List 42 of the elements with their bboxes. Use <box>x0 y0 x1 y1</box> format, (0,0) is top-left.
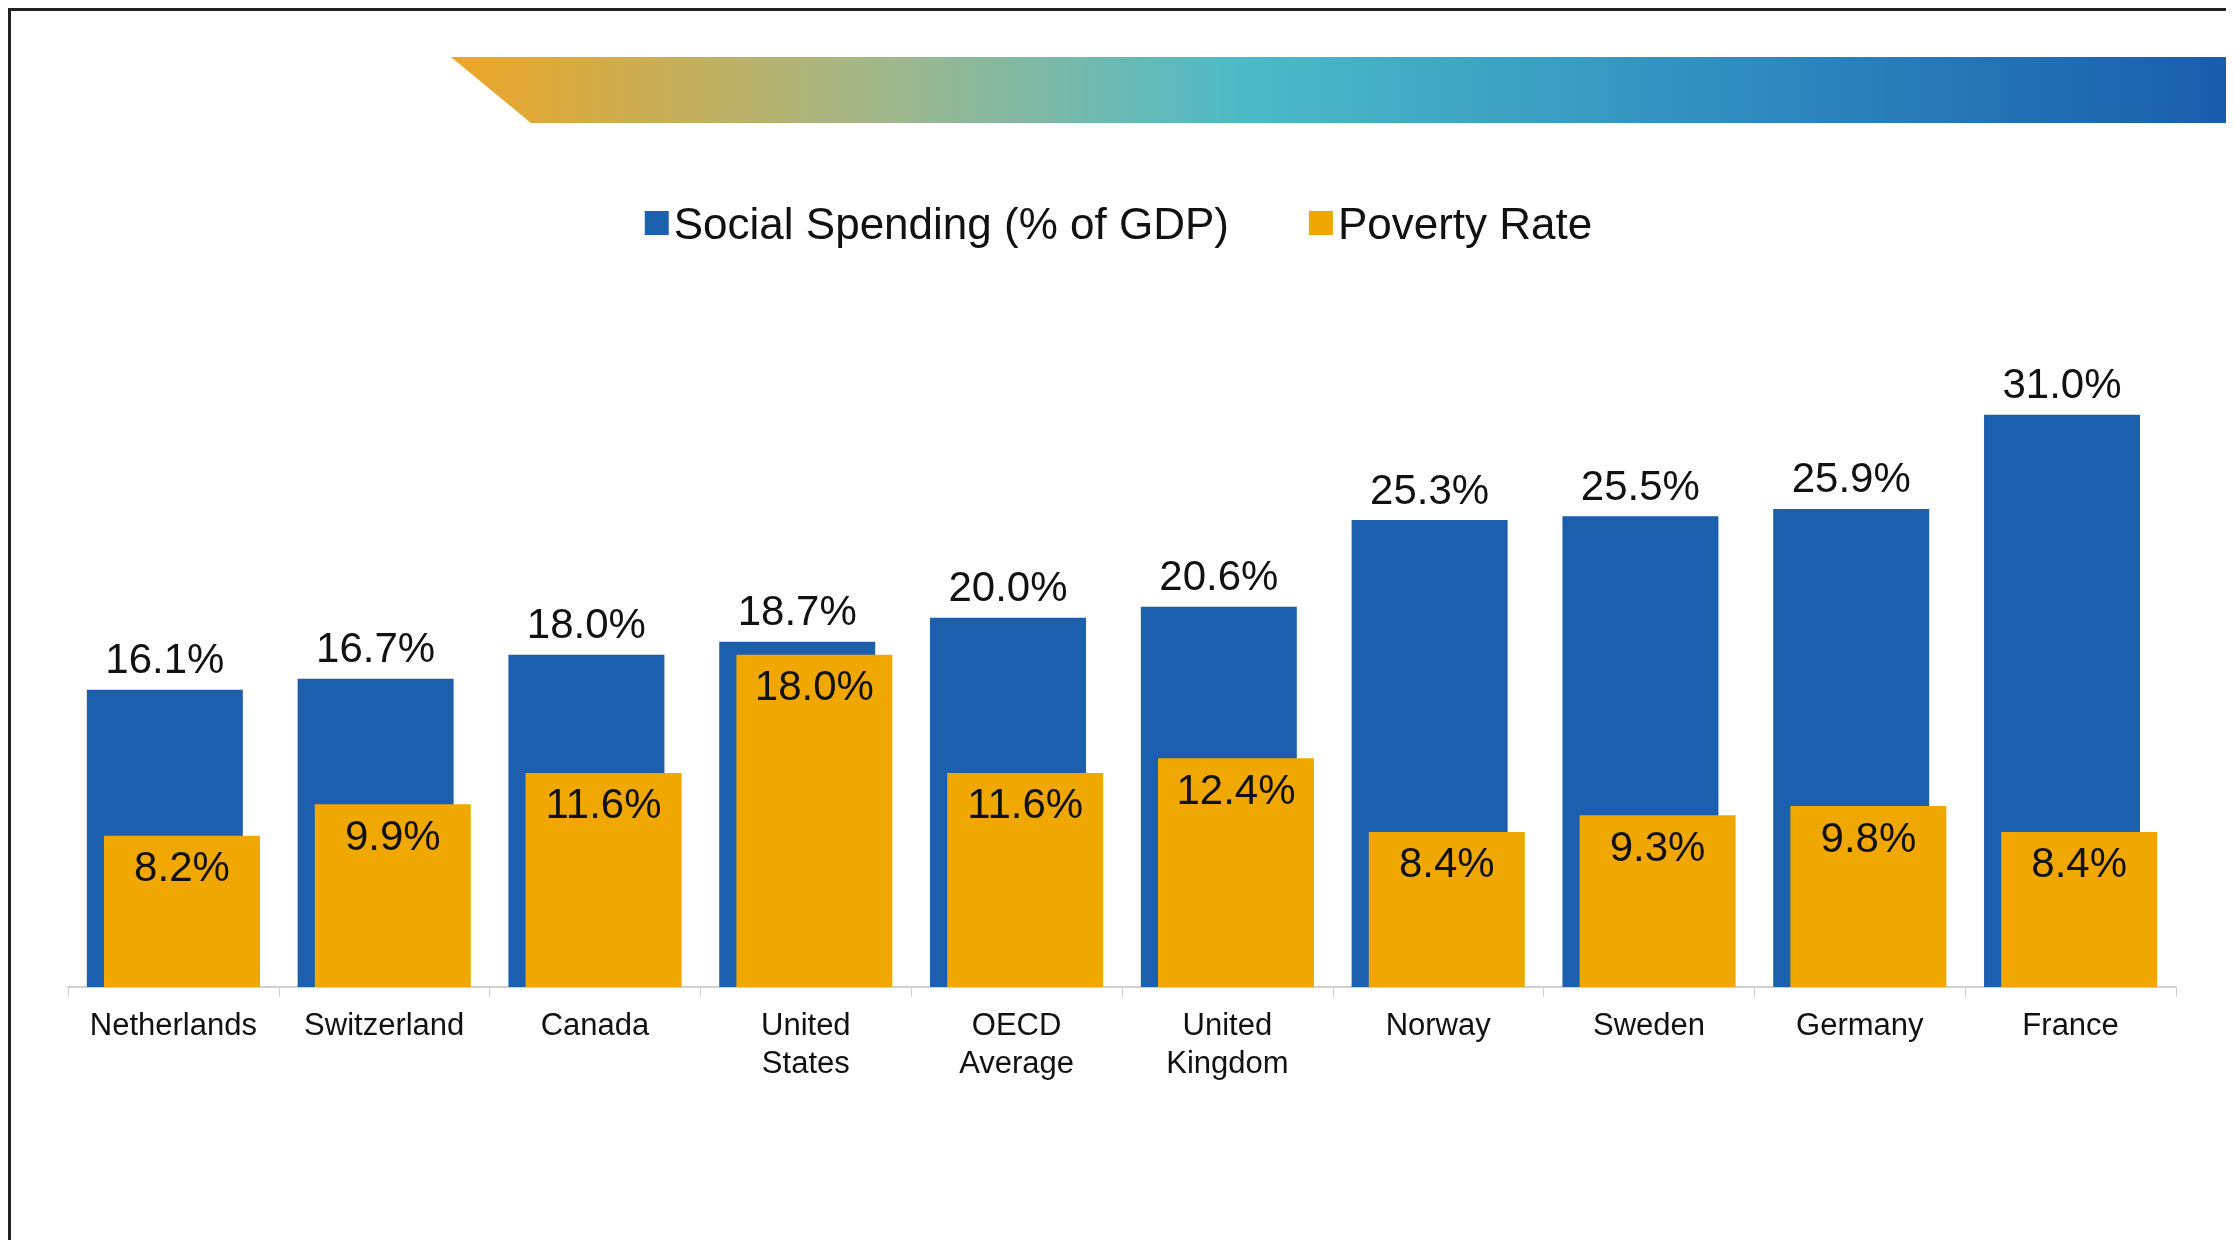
legend-label: Social Spending (% of GDP) <box>673 198 1229 248</box>
data-label: 11.6% <box>967 780 1084 828</box>
bar <box>1368 831 1525 987</box>
data-label: 20.6% <box>1159 552 1279 600</box>
bar <box>103 835 260 987</box>
data-label: 16.1% <box>105 635 225 683</box>
x-tick-label: United Kingdom <box>1166 1006 1289 1080</box>
data-label: 8.4% <box>1398 839 1495 887</box>
x-tick-label: United States <box>761 1006 851 1080</box>
data-label: 9.8% <box>1820 813 1917 861</box>
bar <box>736 654 893 987</box>
bar <box>947 772 1104 987</box>
data-label: 16.7% <box>316 624 436 672</box>
data-label: 25.9% <box>1791 454 1911 502</box>
x-tick-label: OECD Average <box>959 1006 1075 1080</box>
x-tick-label: France <box>2022 1006 2119 1042</box>
data-label: 8.4% <box>2031 839 2128 887</box>
data-label: 9.3% <box>1609 822 1706 870</box>
data-label: 20.0% <box>948 563 1068 611</box>
bar <box>1790 806 1947 987</box>
bar <box>1157 758 1314 987</box>
legend-label: Poverty Rate <box>1337 198 1593 248</box>
x-tick-label: Switzerland <box>304 1006 465 1042</box>
data-label: 25.3% <box>1370 465 1490 513</box>
data-label: 18.7% <box>737 587 857 635</box>
data-label: 18.0% <box>526 600 646 648</box>
data-label: 18.0% <box>754 662 874 710</box>
x-tick-label: Germany <box>1796 1006 1925 1042</box>
x-tick-label: Netherlands <box>89 1006 257 1042</box>
x-tick-label: Norway <box>1385 1006 1492 1042</box>
bar <box>2001 831 2158 987</box>
data-label: 9.9% <box>344 811 441 859</box>
data-label: 12.4% <box>1176 765 1296 813</box>
data-label: 25.5% <box>1580 461 1700 509</box>
bar <box>525 772 682 987</box>
bar <box>314 804 471 987</box>
data-label: 31.0% <box>2002 360 2122 408</box>
data-label: 8.2% <box>134 843 230 891</box>
x-tick-label: Sweden <box>1592 1006 1706 1042</box>
bar <box>1579 815 1736 987</box>
x-tick-label: Canada <box>540 1006 651 1042</box>
data-label: 11.6% <box>545 780 662 828</box>
